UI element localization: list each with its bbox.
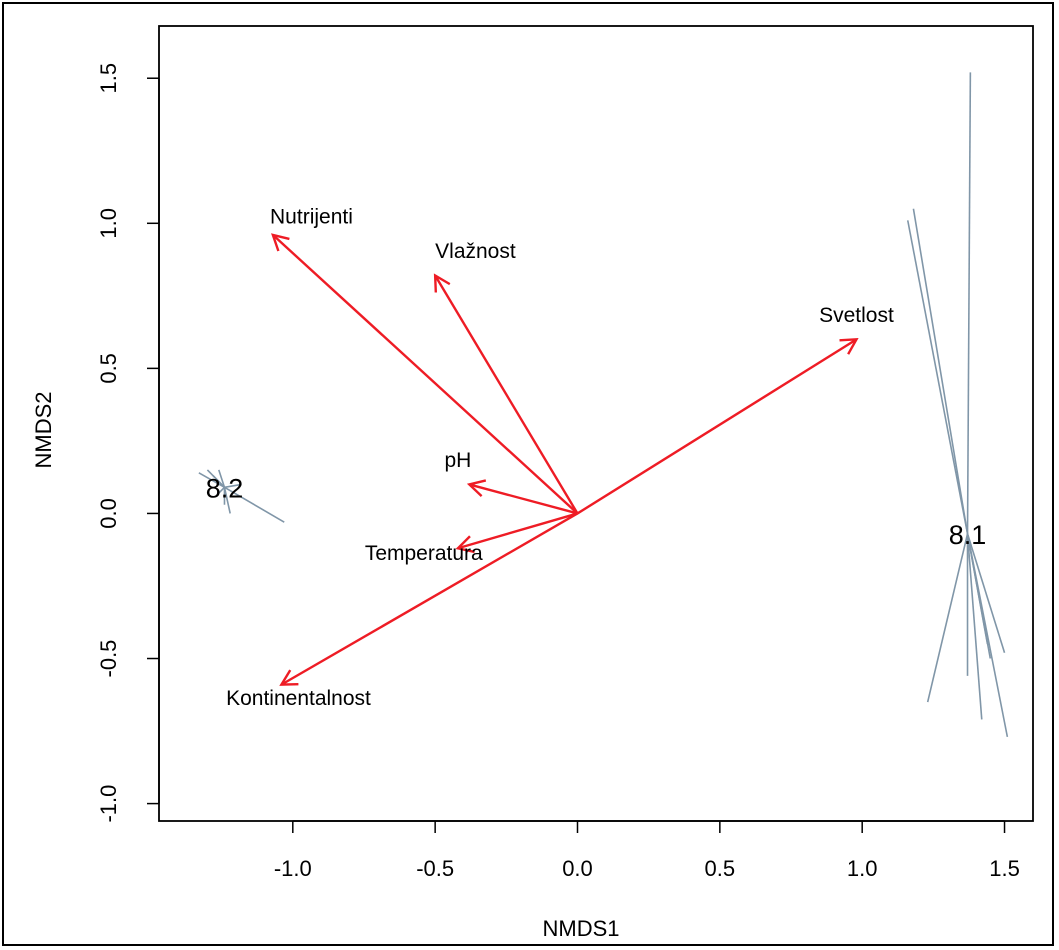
x-tick-label: 0.0	[562, 856, 593, 881]
spider-segment	[906, 220, 969, 534]
vector-arrow	[576, 338, 858, 515]
spider-segment	[218, 469, 226, 488]
vector-label: Temperatura	[365, 542, 483, 565]
spider-segment	[966, 533, 983, 720]
vector-label: Kontinentalnost	[226, 687, 371, 710]
vector-arrowhead	[279, 669, 299, 686]
spider-segment	[912, 208, 969, 534]
spider-segment	[966, 72, 972, 534]
spider-segment	[223, 487, 231, 514]
vector-label: Vlažnost	[435, 240, 516, 263]
vector-arrow	[272, 234, 579, 515]
vector-label: Svetlost	[819, 304, 894, 327]
x-axis-title: NMDS1	[542, 916, 619, 941]
vector-arrowhead	[839, 338, 859, 355]
vector-arrow	[280, 512, 579, 686]
spider-segment	[224, 483, 242, 489]
vector-label: pH	[444, 449, 471, 472]
y-tick-label: 1.0	[96, 208, 121, 239]
y-axis-title: NMDS2	[31, 391, 56, 468]
x-tick-label: -1.0	[274, 856, 312, 881]
x-tick-label: -0.5	[416, 856, 454, 881]
group-centroid-label: 8.1	[949, 520, 987, 550]
vector-arrow	[434, 274, 579, 515]
x-tick-label: 0.5	[705, 856, 736, 881]
x-tick-label: 1.0	[847, 856, 878, 881]
spider-segment	[926, 533, 969, 703]
vector-arrow	[457, 512, 578, 550]
y-tick-label: -1.0	[96, 785, 121, 823]
spider-segment	[224, 486, 285, 523]
y-tick-label: -0.5	[96, 640, 121, 678]
spider-segment	[966, 533, 1009, 738]
vector-arrow	[469, 483, 578, 515]
y-tick-label: 0.0	[96, 498, 121, 529]
vector-label: Nutrijenti	[270, 205, 353, 228]
x-tick-label: 1.5	[989, 856, 1020, 881]
y-tick-label: 0.5	[96, 353, 121, 384]
y-tick-label: 1.5	[96, 63, 121, 94]
spider-segment	[212, 475, 226, 488]
group-centroid-label: 8.2	[206, 473, 244, 503]
vector-arrowhead	[455, 535, 475, 554]
vector-arrowhead	[433, 273, 451, 293]
spider-segment	[966, 533, 1006, 653]
vector-arrowhead	[466, 479, 487, 498]
spider-segment	[198, 472, 225, 489]
vector-arrowhead	[271, 233, 290, 252]
spider-segment	[215, 486, 226, 497]
